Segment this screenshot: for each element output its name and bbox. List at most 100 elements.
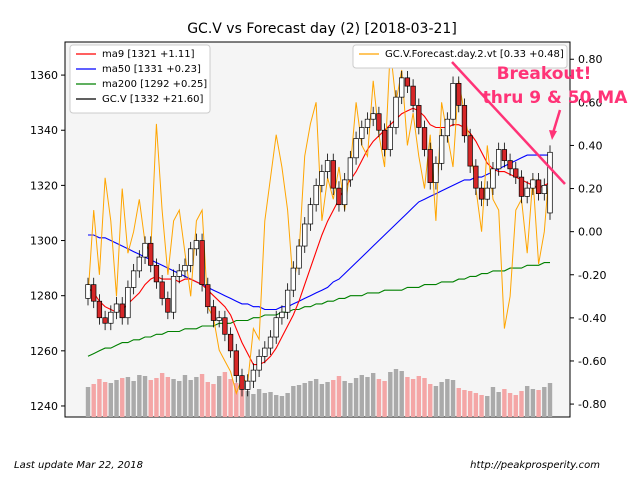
candle-body: [541, 185, 547, 195]
annotation-trend-line: [451, 61, 566, 185]
candle-body: [319, 171, 325, 186]
candle-body: [370, 113, 376, 120]
volume-bar: [485, 396, 490, 417]
candle-body: [478, 187, 485, 200]
candle-body: [148, 242, 154, 266]
candle-body: [496, 149, 502, 170]
candle-body: [290, 267, 296, 291]
legend-label: GC.V [1332 +21.60]: [102, 94, 203, 105]
volume-bar: [439, 382, 444, 417]
candle-body: [125, 287, 131, 319]
candle-body: [284, 289, 291, 313]
legend-box: [352, 44, 568, 69]
candle-body: [450, 83, 456, 120]
chart-title: GC.V vs Forecast day (2) [2018-03-21]: [187, 21, 457, 37]
right-tick-label: -0.20: [578, 269, 606, 282]
volume-bar: [302, 383, 307, 417]
legend-label: ma9 [1321 +1.11]: [102, 49, 195, 60]
candle-body: [427, 149, 433, 183]
candle-body: [467, 135, 473, 167]
volume-bar: [268, 392, 273, 417]
volume-bar: [97, 379, 102, 417]
ma9-line: [87, 107, 551, 366]
volume-bar: [547, 383, 553, 417]
volume-bar: [177, 381, 182, 417]
volume-bar: [171, 379, 176, 417]
left-tick-label: 1260: [30, 345, 58, 358]
volume-bar: [308, 381, 313, 417]
volume-bars: [85, 369, 553, 417]
candle-body: [530, 179, 536, 189]
volume-bar: [137, 375, 142, 417]
legend-box: [69, 44, 211, 114]
left-tick-label: 1300: [30, 235, 58, 248]
candle-body: [267, 336, 274, 349]
volume-bar: [222, 372, 228, 417]
candle-body: [130, 270, 137, 288]
volume-bar: [473, 393, 479, 417]
annotation-arrowhead: [549, 130, 557, 140]
candle-body: [547, 151, 553, 214]
volume-bar: [154, 378, 159, 417]
volume-bar: [319, 384, 325, 417]
volume-bar: [91, 384, 96, 417]
candle-body: [387, 127, 393, 150]
volume-bar: [376, 379, 382, 417]
candle-body: [307, 204, 314, 225]
left-tick-label: 1240: [30, 400, 58, 413]
volume-bar: [370, 373, 376, 417]
candle-body: [153, 264, 160, 283]
candle-body: [347, 157, 354, 181]
candle-body: [342, 179, 348, 206]
volume-bar: [405, 377, 410, 417]
candle-body: [142, 242, 148, 258]
volume-bar: [165, 377, 171, 417]
candle-body: [410, 85, 416, 106]
volume-bar: [388, 372, 393, 417]
volume-bar: [422, 378, 427, 417]
candle-body: [359, 127, 365, 139]
volume-bar: [262, 393, 268, 417]
volume-bar: [524, 386, 530, 417]
volume-bar: [108, 383, 114, 417]
volume-bar: [433, 386, 439, 417]
candle-body: [313, 185, 319, 206]
candle-body: [421, 127, 428, 150]
right-tick-label: 0.80: [578, 53, 603, 66]
volume-bar: [205, 382, 210, 417]
volume-bar: [445, 379, 450, 417]
volume-bar: [85, 387, 91, 417]
candle-body: [119, 303, 125, 319]
volume-bar: [382, 381, 387, 417]
volume-bar: [536, 390, 541, 417]
volume-bar: [114, 380, 119, 417]
candle-body: [461, 105, 468, 137]
candle-body: [518, 176, 525, 197]
volume-bar: [490, 387, 496, 417]
candle-body: [513, 168, 519, 178]
volume-bar: [530, 389, 536, 417]
volume-bar: [450, 380, 456, 417]
right-tick-label: 0.40: [578, 139, 603, 152]
volume-bar: [131, 381, 136, 417]
volume-bar: [479, 395, 484, 417]
right-tick-label: -0.40: [578, 312, 606, 325]
volume-bar: [216, 376, 222, 417]
candle-body: [108, 311, 114, 324]
volume-bar: [194, 377, 199, 417]
candle-body: [456, 83, 462, 106]
volume-bar: [410, 379, 416, 417]
volume-bar: [542, 387, 547, 417]
volume-bar: [507, 393, 513, 417]
candle-body: [245, 380, 251, 390]
candle-body: [296, 245, 302, 269]
candle-body: [222, 317, 228, 335]
candle-body: [170, 276, 177, 313]
volume-bar: [456, 388, 461, 417]
candle-body: [102, 317, 108, 324]
right-tick-label: 0.60: [578, 96, 603, 109]
candle-body: [113, 303, 120, 313]
volume-bar: [359, 375, 364, 417]
volume-bar: [234, 383, 239, 417]
candle-body: [376, 113, 382, 131]
